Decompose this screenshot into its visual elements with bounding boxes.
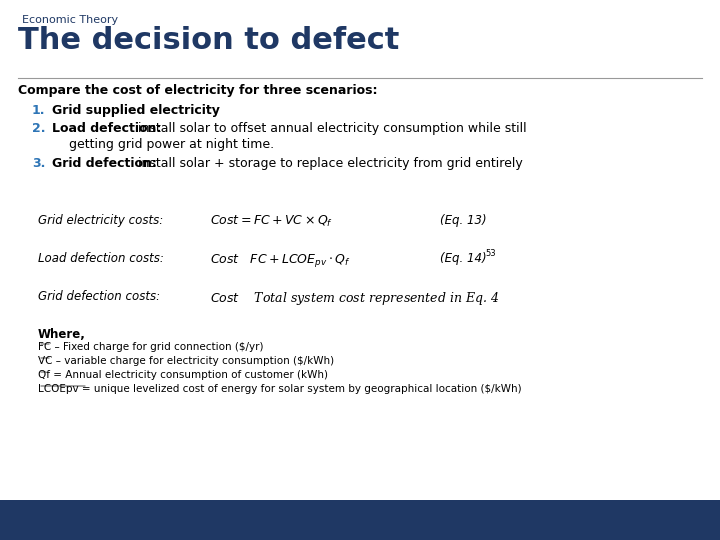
Text: (Eq. 13): (Eq. 13) [440,214,487,227]
Text: $Cost \quad FC + LCOE_{pv} \cdot Q_f$: $Cost \quad FC + LCOE_{pv} \cdot Q_f$ [210,252,351,269]
Text: Qf = Annual electricity consumption of customer (kWh): Qf = Annual electricity consumption of c… [38,370,328,380]
Text: (Eq. 14): (Eq. 14) [440,252,487,265]
Text: Load defection:: Load defection: [52,122,161,135]
Text: 29: 29 [685,525,698,535]
Text: Where,: Where, [38,328,86,341]
Text: 53: 53 [485,249,495,258]
Text: VC – variable charge for electricity consumption ($/kWh): VC – variable charge for electricity con… [38,356,334,366]
Text: $Cost \quad$ Total system cost represented in Eq. 4: $Cost \quad$ Total system cost represent… [210,290,500,307]
Text: LCOEpv = unique levelized cost of energy for solar system by geographical locati: LCOEpv = unique levelized cost of energy… [38,384,521,394]
Text: 3.: 3. [32,157,45,170]
Text: Load defection costs:: Load defection costs: [38,252,164,265]
Text: 1.: 1. [32,104,45,117]
Text: WILLGORMAN | USAEE | UC BERKELEY: WILLGORMAN | USAEE | UC BERKELEY [267,525,453,535]
Text: Grid supplied electricity: Grid supplied electricity [52,104,220,117]
Text: install solar + storage to replace electricity from grid entirely: install solar + storage to replace elect… [135,157,523,170]
Text: FC – Fixed charge for grid connection ($/yr): FC – Fixed charge for grid connection ($… [38,342,264,352]
Text: Economic Theory: Economic Theory [22,15,118,25]
Text: install solar to offset annual electricity consumption while still: install solar to offset annual electrici… [135,122,527,135]
Text: Grid electricity costs:: Grid electricity costs: [38,214,163,227]
Text: getting grid power at night time.: getting grid power at night time. [69,138,274,151]
Bar [0,500,720,540]
Text: 11/22/2020: 11/22/2020 [22,525,78,535]
Text: Compare the cost of electricity for three scenarios:: Compare the cost of electricity for thre… [18,84,377,97]
Text: $Cost = FC + VC \times Q_f$: $Cost = FC + VC \times Q_f$ [210,214,333,229]
Text: Grid defection:: Grid defection: [52,157,157,170]
Text: Grid defection costs:: Grid defection costs: [38,290,160,303]
Text: The decision to defect: The decision to defect [18,26,400,55]
Text: 2.: 2. [32,122,45,135]
